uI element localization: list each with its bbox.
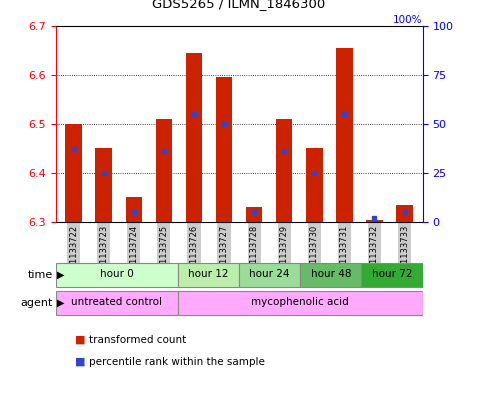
Bar (239, 263, 300, 287)
Bar (276, 119, 293, 222)
Bar (96, 148, 112, 222)
Text: hour 0: hour 0 (100, 269, 134, 279)
Bar (306, 148, 323, 222)
Text: mycophenolic acid: mycophenolic acid (251, 298, 349, 307)
Bar (246, 207, 262, 222)
Text: ▶: ▶ (57, 298, 64, 308)
Text: ■: ■ (75, 335, 85, 345)
Text: agent: agent (21, 298, 53, 308)
Bar (300, 263, 361, 287)
Text: ■: ■ (75, 356, 85, 367)
Bar (216, 77, 232, 222)
Bar (56, 291, 178, 315)
Text: hour 24: hour 24 (249, 269, 290, 279)
Text: percentile rank within the sample: percentile rank within the sample (89, 356, 265, 367)
Bar (178, 291, 423, 315)
Text: untreated control: untreated control (71, 298, 162, 307)
Bar (126, 198, 142, 222)
Text: time: time (28, 270, 53, 280)
Bar (366, 220, 383, 222)
Bar (56, 263, 178, 287)
Text: GDS5265 / ILMN_1846300: GDS5265 / ILMN_1846300 (153, 0, 326, 10)
Text: ▶: ▶ (57, 270, 64, 280)
Bar (156, 119, 172, 222)
Bar (185, 53, 202, 222)
Text: transformed count: transformed count (89, 335, 186, 345)
Text: 100%: 100% (393, 15, 423, 25)
Bar (396, 205, 413, 222)
Text: hour 48: hour 48 (311, 269, 351, 279)
Bar (178, 263, 239, 287)
Text: hour 72: hour 72 (372, 269, 412, 279)
Bar (65, 124, 82, 222)
Text: hour 12: hour 12 (188, 269, 229, 279)
Bar (361, 263, 423, 287)
Bar (336, 48, 353, 222)
